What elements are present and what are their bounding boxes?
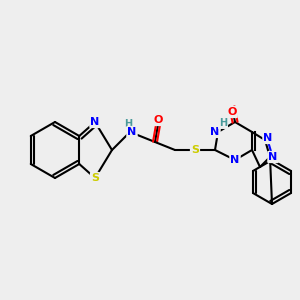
Text: N: N [230,155,240,165]
Text: S: S [191,145,199,155]
Text: S: S [91,173,99,183]
Text: N: N [90,117,100,127]
Text: N: N [128,127,136,137]
Text: H: H [124,119,132,129]
Text: O: O [227,107,237,117]
Text: O: O [153,115,163,125]
Text: N: N [268,152,278,162]
Text: N: N [210,127,220,137]
Text: N: N [263,133,273,143]
Text: H: H [219,118,227,128]
